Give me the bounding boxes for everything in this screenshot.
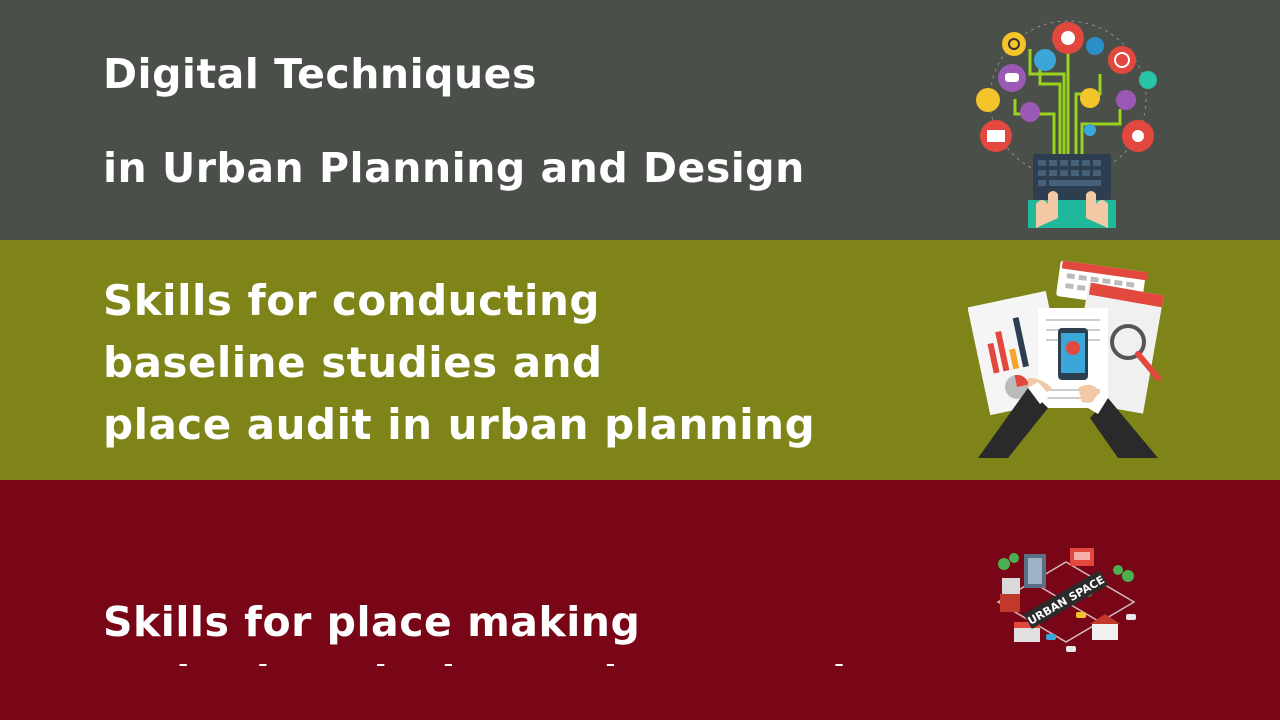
section-3-clip: and urban design and community: [0, 480, 1280, 666]
digital-technology-icon: [976, 20, 1157, 228]
section-place-making: Skills for place making and urban design…: [0, 480, 1280, 720]
urban-space-map-icon: URBAN SPACE: [996, 548, 1136, 652]
section-2-title: Skills for conducting baseline studies a…: [103, 270, 815, 456]
section-baseline-studies: Skills for conducting baseline studies a…: [0, 240, 1280, 480]
section-3-title-line-2: and urban design and community: [103, 657, 894, 666]
section-2-title-line-3: place audit in urban planning: [103, 400, 816, 449]
section-1-title-line-1: Digital Techniques: [103, 50, 537, 98]
section-2-title-line-1: Skills for conducting: [103, 276, 600, 325]
section-3-title-line-1: Skills for place making: [103, 598, 641, 646]
report-analysis-icon: [968, 260, 1164, 458]
section-1-title-line-2: in Urban Planning and Design: [103, 144, 805, 192]
section-digital-techniques: Digital Techniques in Urban Planning and…: [0, 0, 1280, 240]
section-2-title-line-2: baseline studies and: [103, 338, 603, 387]
